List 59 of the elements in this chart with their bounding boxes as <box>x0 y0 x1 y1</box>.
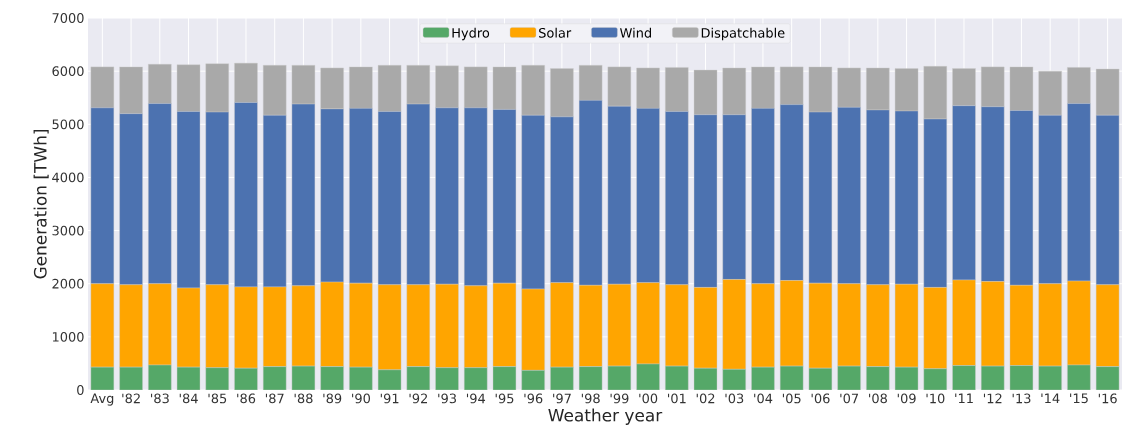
x-tick-label: '87 <box>265 393 284 404</box>
x-tick-label: '15 <box>1070 393 1088 404</box>
bar <box>320 366 344 390</box>
x-tick-label: '16 <box>1098 393 1117 404</box>
y-tick-label: 4000 <box>52 172 84 183</box>
x-tick-label: '05 <box>782 393 801 404</box>
bar <box>952 365 976 390</box>
x-tick-label: '88 <box>294 393 313 404</box>
x-tick-label: '02 <box>696 393 715 404</box>
bar <box>435 367 459 390</box>
bar <box>205 367 229 390</box>
x-tick-label: '93 <box>438 393 456 404</box>
x-tick-label: '91 <box>380 393 399 404</box>
x-tick-label: '94 <box>466 393 486 404</box>
x-tick-label: '95 <box>495 393 514 404</box>
x-tick-label: '09 <box>897 393 916 404</box>
x-tick-label: '98 <box>581 393 600 404</box>
x-tick-label: '06 <box>811 393 830 404</box>
x-axis-title: Weather year <box>548 408 663 425</box>
x-tick-label: '86 <box>237 393 256 404</box>
x-tick-label: '96 <box>524 393 543 404</box>
y-axis-title: Generation [TWh] <box>33 130 49 279</box>
bar <box>923 368 947 390</box>
x-tick-label: '12 <box>983 393 1002 404</box>
legend-label: Solar <box>539 27 572 38</box>
y-tick-label: 0 <box>77 385 84 395</box>
y-tick-label: 3000 <box>52 225 84 236</box>
x-tick-label: Avg <box>90 393 114 406</box>
legend-label: Dispatchable <box>701 27 785 41</box>
x-tick-label: '99 <box>610 393 629 404</box>
x-tick-label: '10 <box>926 393 945 404</box>
bar <box>406 366 430 390</box>
x-tick-label: '13 <box>1012 393 1031 404</box>
legend-label: Hydro <box>452 27 490 41</box>
x-tick-label: '83 <box>151 393 169 404</box>
x-tick-label: '97 <box>553 393 571 404</box>
y-tick-label: 5000 <box>52 119 84 130</box>
x-tick-label: '89 <box>323 393 342 404</box>
bar <box>263 366 287 390</box>
bar <box>866 366 890 390</box>
y-tick-label: 1000 <box>52 331 84 342</box>
legend-label: Wind <box>620 27 651 38</box>
x-tick-label: '01 <box>668 393 686 404</box>
x-tick-label: '90 <box>352 393 370 404</box>
x-tick-label: '07 <box>840 393 859 404</box>
x-tick-label: '11 <box>955 393 973 403</box>
y-tick-label: 7000 <box>52 13 84 23</box>
y-tick-label: 2000 <box>52 278 84 289</box>
x-tick-label: '84 <box>179 393 198 404</box>
y-tick-label: 6000 <box>52 66 84 77</box>
x-tick-label: '04 <box>754 393 773 404</box>
x-tick-label: '85 <box>208 393 227 404</box>
x-tick-label: '82 <box>122 393 140 404</box>
bar <box>464 367 488 390</box>
x-tick-label: '00 <box>639 393 658 404</box>
x-tick-label: '92 <box>409 393 428 404</box>
x-tick-label: '14 <box>1041 393 1060 403</box>
x-tick-label: '03 <box>725 393 744 404</box>
x-tick-label: '08 <box>869 393 887 404</box>
